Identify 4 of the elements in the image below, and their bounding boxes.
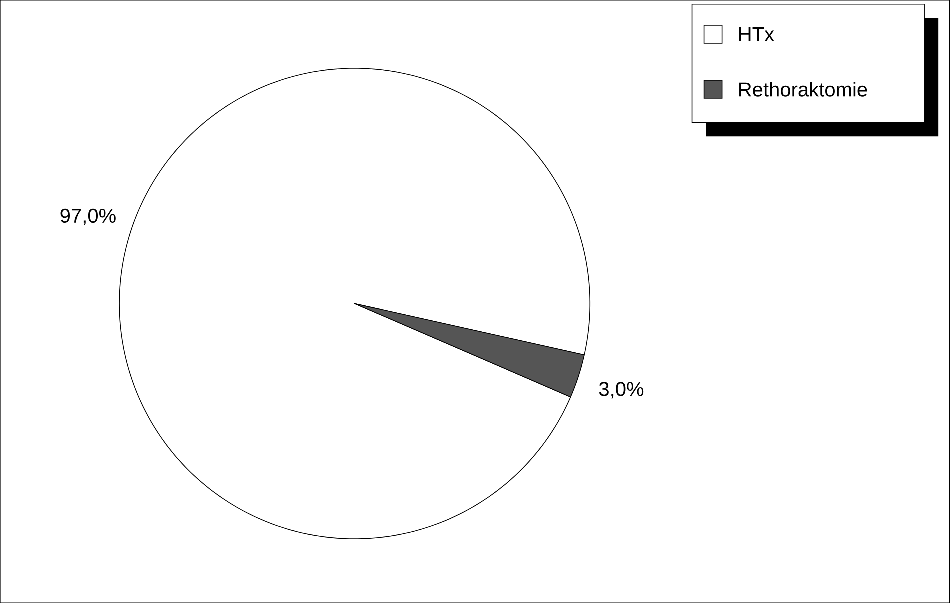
legend-label: HTx [740,28,774,42]
data-label: 97,0% [60,209,116,226]
data-label: 3,0% [599,382,644,399]
legend-label: Rethoraktomie [740,82,868,98]
